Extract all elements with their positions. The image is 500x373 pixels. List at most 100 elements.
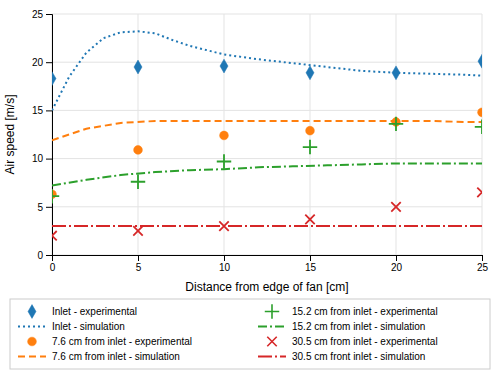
point: [134, 60, 142, 74]
tick-mark: [482, 255, 483, 261]
legend-item: 7.6 cm from inlet - simulation: [18, 351, 180, 362]
point: [392, 66, 400, 80]
tick: 25: [32, 9, 52, 20]
legend-frame: [10, 299, 490, 369]
legend-item: 15.2 cm from inlet - simulation: [258, 321, 425, 332]
point: [52, 72, 56, 86]
tick: 0: [37, 250, 52, 261]
axis-line: [46, 15, 53, 256]
point: [478, 108, 482, 117]
legend-item: Inlet - simulation: [18, 321, 125, 332]
point: [475, 120, 482, 134]
point: [133, 226, 142, 235]
tick: 15: [32, 105, 52, 116]
point: [220, 131, 229, 140]
tick: 5: [37, 202, 52, 213]
legend-swatch: [258, 356, 286, 358]
legend-label: 7.6 cm from inlet - simulation: [52, 351, 180, 362]
tick-mark: [46, 14, 52, 15]
tick-mark: [138, 255, 139, 261]
tick-label: 15: [305, 262, 317, 273]
line: [52, 225, 482, 227]
tick-label: 25: [477, 262, 489, 273]
tick: 5: [136, 255, 142, 273]
tick-label: 25: [32, 9, 44, 20]
y-axis: 0 5 10 15 20 25: [32, 9, 53, 261]
tick: 15: [305, 255, 317, 273]
point: [306, 126, 315, 135]
point: [391, 202, 400, 211]
tick: 20: [391, 255, 403, 273]
point: [131, 175, 145, 189]
grid-line: [52, 14, 482, 15]
tick-label: 10: [32, 153, 44, 164]
point: [217, 154, 231, 168]
grid: [52, 14, 482, 255]
legend-swatch: [267, 337, 276, 346]
point: [219, 221, 228, 230]
legend-label: 30.5 cm front inlet - simulation: [292, 351, 425, 362]
tick-mark: [46, 255, 52, 256]
legend-label: Inlet - experimental: [52, 306, 137, 317]
legend-swatch: [265, 304, 279, 318]
grid-line: [52, 206, 482, 207]
legend-label: 15.2 cm from inlet - simulation: [292, 321, 425, 332]
point: [478, 54, 482, 68]
tick-label: 5: [136, 262, 142, 273]
point: [303, 140, 317, 154]
legend-label: 30.5 cm from inlet - experimental: [292, 336, 438, 347]
tick: 10: [32, 153, 52, 164]
tick-label: 0: [37, 250, 43, 261]
tick-mark: [46, 110, 52, 111]
marks: [52, 31, 482, 240]
x-axis-title: Distance from edge of fan [cm]: [185, 280, 348, 294]
point: [134, 146, 143, 155]
legend-label: 7.6 cm from inlet - experimental: [52, 336, 192, 347]
plot: 0 5 10 15 20 25 0 5 10 15 20 25: [32, 9, 489, 273]
tick-label: 0: [50, 262, 56, 273]
grid-line: [396, 14, 397, 255]
x-axis: 0 5 10 15 20 25: [50, 255, 489, 273]
legend-swatch: [18, 356, 46, 358]
tick: 0: [50, 255, 56, 273]
y-axis-title: Air speed [m/s]: [3, 94, 17, 174]
point: [306, 66, 314, 80]
tick-label: 10: [219, 262, 231, 273]
point: [305, 215, 314, 224]
tick-mark: [46, 62, 52, 63]
axis-line: [53, 256, 483, 262]
tick-mark: [310, 255, 311, 261]
tick-mark: [46, 207, 52, 208]
tick-label: 20: [391, 262, 403, 273]
tick-mark: [396, 255, 397, 261]
point: [477, 188, 482, 197]
legend: Inlet - experimental Inlet - simulation 7.…: [10, 299, 490, 369]
chart-container: 0 5 10 15 20 25 0 5 10 15 20 25 Distance from edge o…: [0, 0, 500, 373]
line: [52, 163, 482, 185]
legend-item: 7.6 cm from inlet - experimental: [28, 336, 192, 347]
legend-swatch: [258, 326, 286, 328]
tick-label: 5: [37, 202, 43, 213]
grid-line: [52, 62, 482, 63]
legend-swatch: [28, 337, 37, 346]
legend-item: 30.5 cm from inlet - experimental: [267, 336, 437, 347]
tick: 20: [32, 57, 52, 68]
legend-label: 15.2 cm from inlet - experimental: [292, 306, 438, 317]
point: [220, 59, 228, 73]
tick: 10: [219, 255, 231, 273]
legend-swatch: [28, 305, 36, 319]
tick-label: 20: [32, 57, 44, 68]
point: [52, 189, 59, 203]
line: [52, 121, 482, 140]
grid-line: [52, 158, 482, 159]
legend-swatch: [18, 326, 46, 328]
tick-mark: [46, 159, 52, 160]
grid-line: [138, 14, 139, 255]
grid-line: [52, 110, 482, 111]
tick-label: 15: [32, 105, 44, 116]
legend-label: Inlet - simulation: [52, 321, 125, 332]
chart: 0 5 10 15 20 25 0 5 10 15 20 25 Distance from edge o…: [0, 0, 500, 373]
line: [52, 31, 482, 110]
point: [52, 231, 57, 240]
legend-item: Inlet - experimental: [28, 305, 137, 319]
